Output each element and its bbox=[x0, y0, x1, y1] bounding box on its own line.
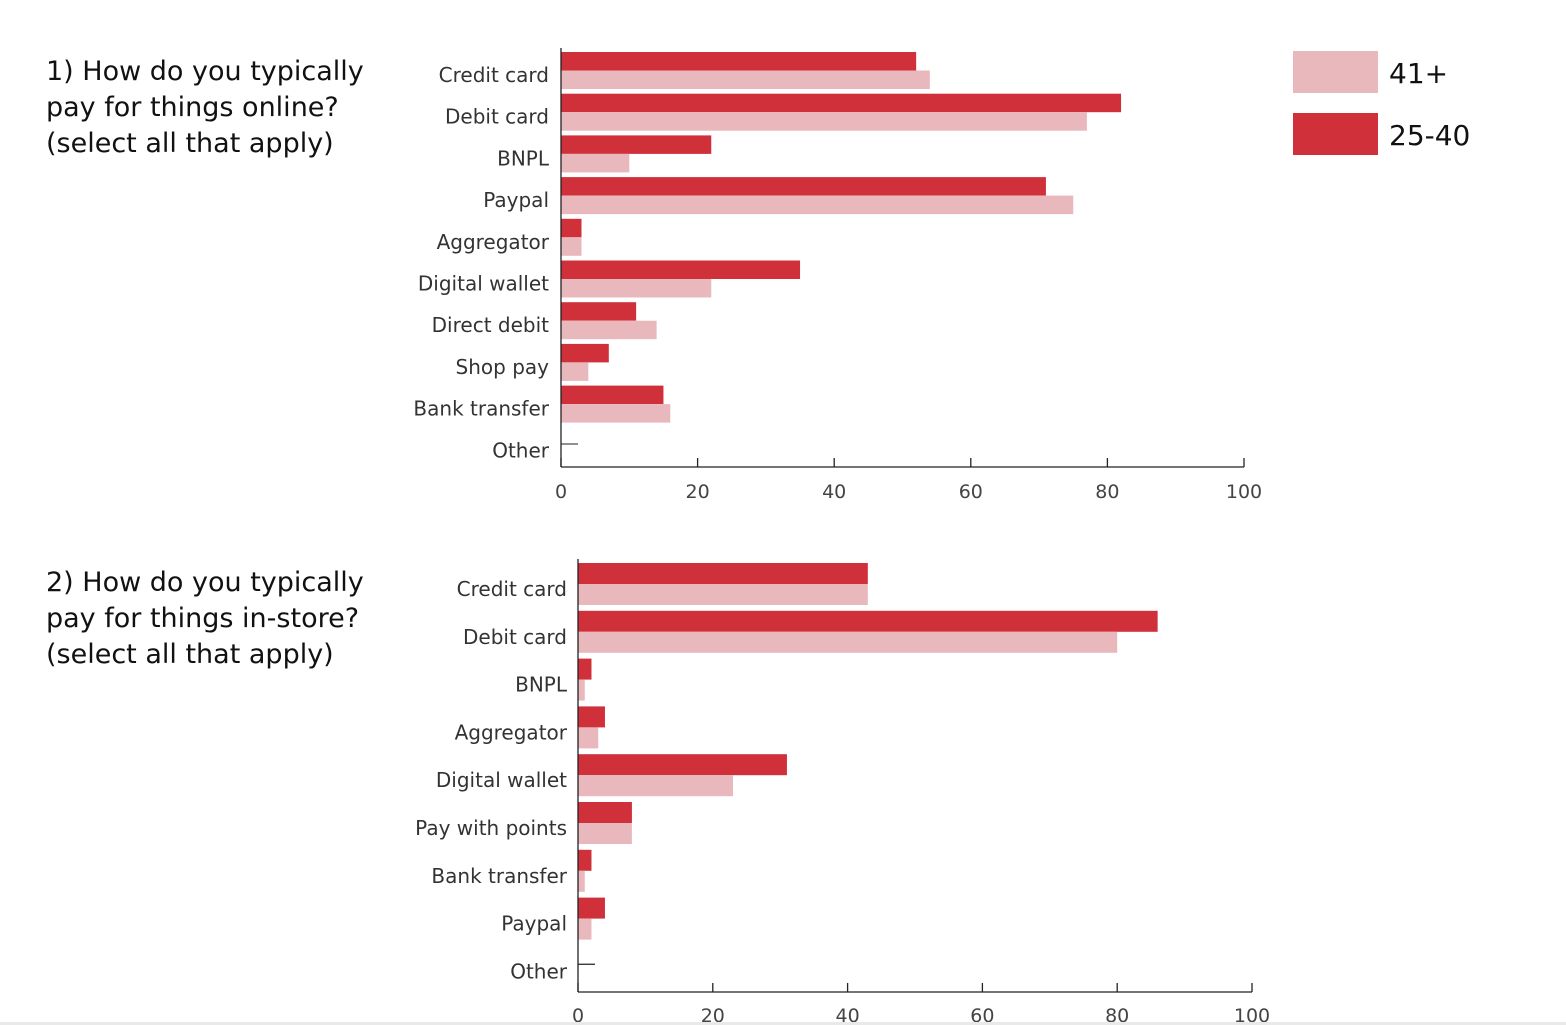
bar-41+-bnpl bbox=[578, 679, 585, 701]
x-tick-label: 60 bbox=[970, 1005, 994, 1025]
category-label: Paypal bbox=[501, 912, 567, 936]
x-tick-label: 0 bbox=[555, 481, 567, 503]
legend-swatch-41+ bbox=[1293, 51, 1378, 93]
question-2-line-1: 2) How do you typically bbox=[46, 567, 364, 598]
category-label: Aggregator bbox=[437, 230, 550, 254]
bar-41+-bnpl bbox=[561, 153, 630, 173]
category-label: Debit card bbox=[463, 625, 567, 649]
category-label: Pay with points bbox=[415, 816, 567, 840]
category-label: Paypal bbox=[483, 188, 549, 212]
bar-41+-direct-debit bbox=[561, 320, 657, 340]
category-label: Credit card bbox=[439, 63, 549, 87]
bar-25-40-debit-card bbox=[578, 610, 1158, 632]
bar-25-40-paypal bbox=[561, 177, 1046, 196]
bar-41+-aggregator bbox=[561, 237, 582, 256]
x-tick-label: 0 bbox=[572, 1005, 584, 1025]
chart-online-payments: Credit card Debit card BNPL Paypal Aggregato… bbox=[413, 48, 1262, 503]
bar-25-40-credit-card bbox=[561, 52, 917, 71]
bar-41+-credit-card bbox=[561, 70, 930, 89]
x-tick-label: 20 bbox=[686, 481, 710, 503]
legend-label-25-40: 25-40 bbox=[1389, 119, 1470, 152]
bar-25-40-credit-card bbox=[578, 563, 868, 584]
bar-41+-digital-wallet bbox=[578, 775, 734, 797]
bar-25-40-aggregator bbox=[561, 218, 582, 238]
legend-swatch-25-40 bbox=[1293, 113, 1378, 155]
x-tick-label: 40 bbox=[836, 1005, 860, 1025]
bottom-divider bbox=[0, 1022, 1566, 1025]
bar-41+-digital-wallet bbox=[561, 279, 712, 298]
question-1-line-1: 1) How do you typically bbox=[46, 56, 364, 87]
bar-25-40-bnpl bbox=[578, 658, 592, 680]
legend-label-41+: 41+ bbox=[1389, 57, 1448, 90]
chart-instore-payments: Credit card Debit card BNPL Aggregator Digit… bbox=[415, 559, 1270, 1025]
bar-25-40-digital-wallet bbox=[578, 754, 787, 776]
bar-41+-bank-transfer bbox=[561, 404, 671, 423]
bar-41+-pay-with-points bbox=[578, 823, 632, 844]
category-label: Digital wallet bbox=[436, 768, 567, 792]
bar-41+-debit-card bbox=[578, 631, 1118, 653]
legend: 41+ 25-40 bbox=[1293, 51, 1470, 155]
category-label: Other bbox=[492, 438, 550, 462]
bar-41+-paypal bbox=[561, 195, 1074, 215]
category-label: Aggregator bbox=[455, 720, 568, 744]
bar-25-40-bnpl bbox=[561, 135, 712, 154]
bar-25-40-shop-pay bbox=[561, 343, 609, 363]
bar-41+-debit-card bbox=[561, 112, 1087, 131]
x-tick-label: 60 bbox=[959, 481, 983, 503]
category-label: Debit card bbox=[445, 105, 549, 129]
category-label: Bank transfer bbox=[413, 397, 549, 421]
bar-25-40-bank-transfer bbox=[561, 385, 664, 405]
bar-25-40-pay-with-points bbox=[578, 802, 632, 823]
bar-41+-shop-pay bbox=[561, 362, 589, 381]
bar-25-40-digital-wallet bbox=[561, 260, 801, 279]
question-2-title: 2) How do you typically pay for things i… bbox=[46, 565, 364, 673]
bar-25-40-debit-card bbox=[561, 93, 1122, 113]
bar-25-40-direct-debit bbox=[561, 302, 637, 321]
category-label: BNPL bbox=[497, 146, 550, 170]
category-label: Digital wallet bbox=[418, 272, 549, 296]
x-tick-label: 20 bbox=[701, 1005, 725, 1025]
bar-41+-aggregator bbox=[578, 727, 599, 749]
question-2-line-3: (select all that apply) bbox=[46, 639, 334, 670]
category-label: Credit card bbox=[457, 577, 567, 601]
category-label: BNPL bbox=[515, 673, 568, 697]
question-1-title: 1) How do you typically pay for things o… bbox=[46, 54, 364, 162]
category-label: Other bbox=[510, 959, 568, 983]
bar-25-40-paypal bbox=[578, 897, 605, 919]
question-1-line-3: (select all that apply) bbox=[46, 128, 334, 159]
category-label: Shop pay bbox=[456, 355, 550, 379]
x-tick-label: 100 bbox=[1226, 481, 1262, 503]
bar-41+-bank-transfer bbox=[578, 870, 585, 892]
question-1-line-2: pay for things online? bbox=[46, 92, 339, 123]
question-2-line-2: pay for things in-store? bbox=[46, 603, 360, 634]
bar-25-40-bank-transfer bbox=[578, 849, 592, 871]
bar-25-40-aggregator bbox=[578, 706, 605, 728]
x-tick-label: 100 bbox=[1234, 1005, 1270, 1025]
bar-41+-credit-card bbox=[578, 584, 868, 605]
bar-41+-paypal bbox=[578, 918, 592, 940]
x-tick-label: 80 bbox=[1095, 481, 1119, 503]
category-label: Direct debit bbox=[432, 313, 549, 337]
category-label: Bank transfer bbox=[431, 864, 567, 888]
x-tick-label: 80 bbox=[1105, 1005, 1129, 1025]
x-tick-label: 40 bbox=[822, 481, 846, 503]
